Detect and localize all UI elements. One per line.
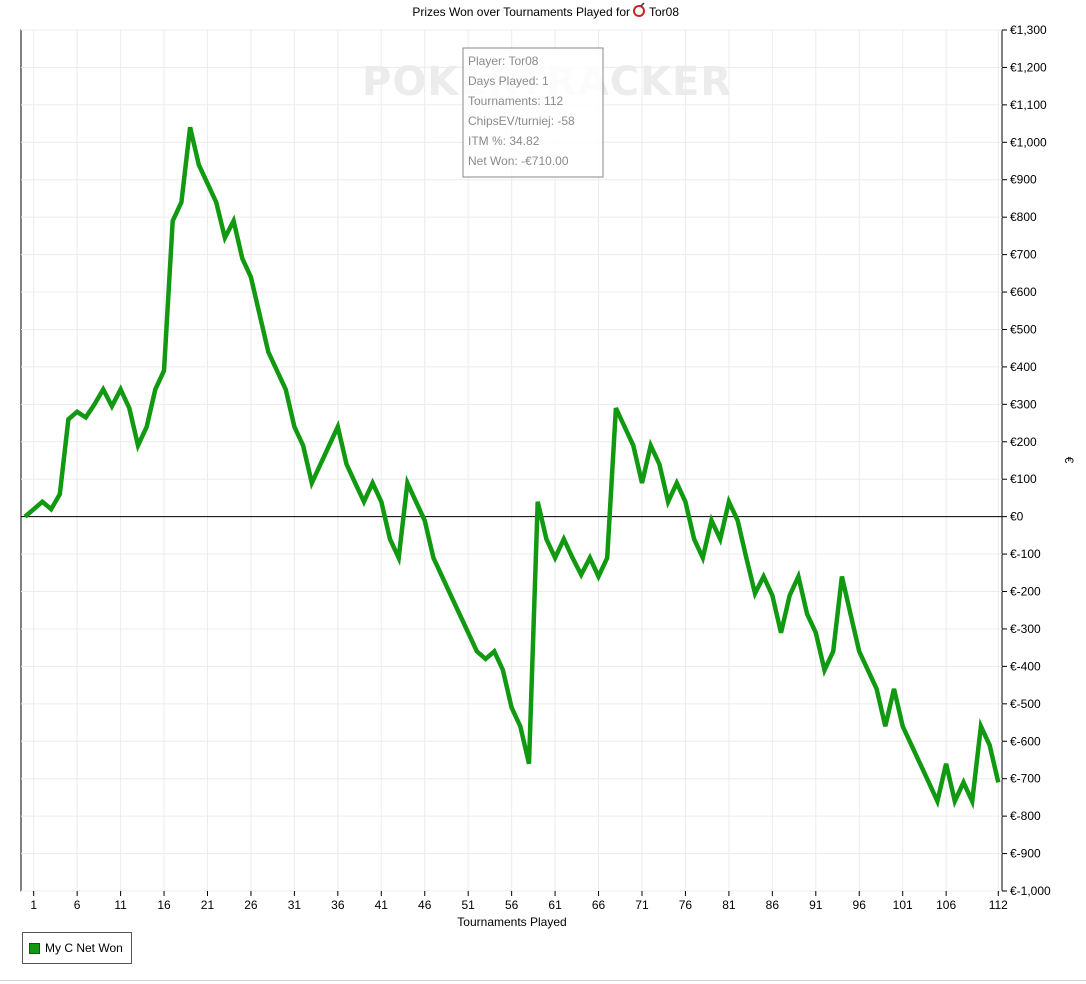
info-itm: ITM %: 34.82 bbox=[468, 134, 540, 148]
y-tick-label: €100 bbox=[1010, 472, 1037, 486]
y-tick-label: €-900 bbox=[1010, 847, 1041, 861]
legend-swatch bbox=[29, 942, 40, 954]
legend-label: My C Net Won bbox=[45, 941, 123, 955]
y-tick-label: €-600 bbox=[1010, 734, 1041, 748]
y-tick-label: €-1,000 bbox=[1010, 884, 1051, 898]
y-tick-label: €800 bbox=[1010, 210, 1037, 224]
y-tick-label: €900 bbox=[1010, 173, 1037, 187]
x-tick-label: 106 bbox=[936, 898, 956, 912]
info-box: Player: Tor08 Days Played: 1 Tournaments… bbox=[462, 47, 604, 178]
y-tick-label: €-300 bbox=[1010, 622, 1041, 636]
x-tick-label: 86 bbox=[766, 898, 780, 912]
title-site-icon bbox=[633, 2, 645, 17]
info-net-won: Net Won: -€710.00 bbox=[468, 154, 569, 168]
x-tick-label: 36 bbox=[331, 898, 345, 912]
info-tournaments: Tournaments: 112 bbox=[468, 94, 563, 108]
x-tick-label: 81 bbox=[722, 898, 736, 912]
info-days-played: Days Played: 1 bbox=[468, 74, 549, 88]
y-tick-label: €600 bbox=[1010, 285, 1037, 299]
info-player: Player: Tor08 bbox=[468, 54, 539, 68]
x-tick-label: 96 bbox=[853, 898, 867, 912]
y-tick-label: €1,000 bbox=[1010, 135, 1047, 149]
y-axis-title: € bbox=[1062, 457, 1076, 464]
x-tick-label: 46 bbox=[418, 898, 432, 912]
y-tick-label: €-800 bbox=[1010, 809, 1041, 823]
series-line-my-c-net-won bbox=[23, 126, 1001, 810]
x-axis-ticks: 1 6 11 16 21 26 31 36 41 46 51 56 61 66 71 76 81 86 91 96 10… bbox=[30, 891, 1008, 912]
x-tick-label: 56 bbox=[505, 898, 519, 912]
y-axis-ticks: €1,300 €1,200 €1,100 €1,000 €900 €800 €700 €600… bbox=[1002, 23, 1051, 898]
x-axis-title: Tournaments Played bbox=[457, 915, 566, 929]
y-tick-label: €400 bbox=[1010, 360, 1037, 374]
y-tick-label: €-700 bbox=[1010, 772, 1041, 786]
y-tick-label: €500 bbox=[1010, 322, 1037, 336]
series-layer bbox=[23, 126, 1001, 810]
x-tick-label: 61 bbox=[548, 898, 562, 912]
y-tick-label: €1,100 bbox=[1010, 98, 1047, 112]
x-tick-label: 91 bbox=[809, 898, 823, 912]
x-tick-label: 1 bbox=[30, 898, 37, 912]
y-tick-label: €-500 bbox=[1010, 697, 1041, 711]
x-tick-label: 41 bbox=[375, 898, 389, 912]
chart-title-player: Tor08 bbox=[649, 5, 679, 19]
x-tick-label: 76 bbox=[679, 898, 693, 912]
x-tick-label: 11 bbox=[114, 898, 127, 912]
y-tick-label: €-100 bbox=[1010, 547, 1041, 561]
info-chips-ev: ChipsEV/turniej: -58 bbox=[468, 114, 575, 128]
y-tick-label: €200 bbox=[1010, 435, 1037, 449]
x-tick-label: 21 bbox=[201, 898, 215, 912]
x-tick-label: 71 bbox=[635, 898, 649, 912]
x-tick-label: 26 bbox=[244, 898, 258, 912]
x-tick-label: 51 bbox=[462, 898, 476, 912]
x-tick-label: 101 bbox=[893, 898, 913, 912]
y-tick-label: €-400 bbox=[1010, 659, 1041, 673]
x-tick-label: 112 bbox=[989, 898, 1008, 912]
chart-title: Prizes Won over Tournaments Played for bbox=[412, 5, 630, 19]
x-tick-label: 16 bbox=[157, 898, 171, 912]
x-tick-label: 66 bbox=[592, 898, 606, 912]
y-tick-label: €1,300 bbox=[1010, 23, 1047, 37]
legend: My C Net Won bbox=[22, 932, 132, 964]
y-tick-label: €0 bbox=[1010, 510, 1024, 524]
x-tick-label: 6 bbox=[74, 898, 81, 912]
y-tick-label: €-200 bbox=[1010, 585, 1041, 599]
y-tick-label: €700 bbox=[1010, 248, 1037, 262]
bottom-divider bbox=[0, 980, 1086, 981]
x-tick-label: 31 bbox=[288, 898, 302, 912]
y-tick-label: €1,200 bbox=[1010, 60, 1047, 74]
y-tick-label: €300 bbox=[1010, 397, 1037, 411]
